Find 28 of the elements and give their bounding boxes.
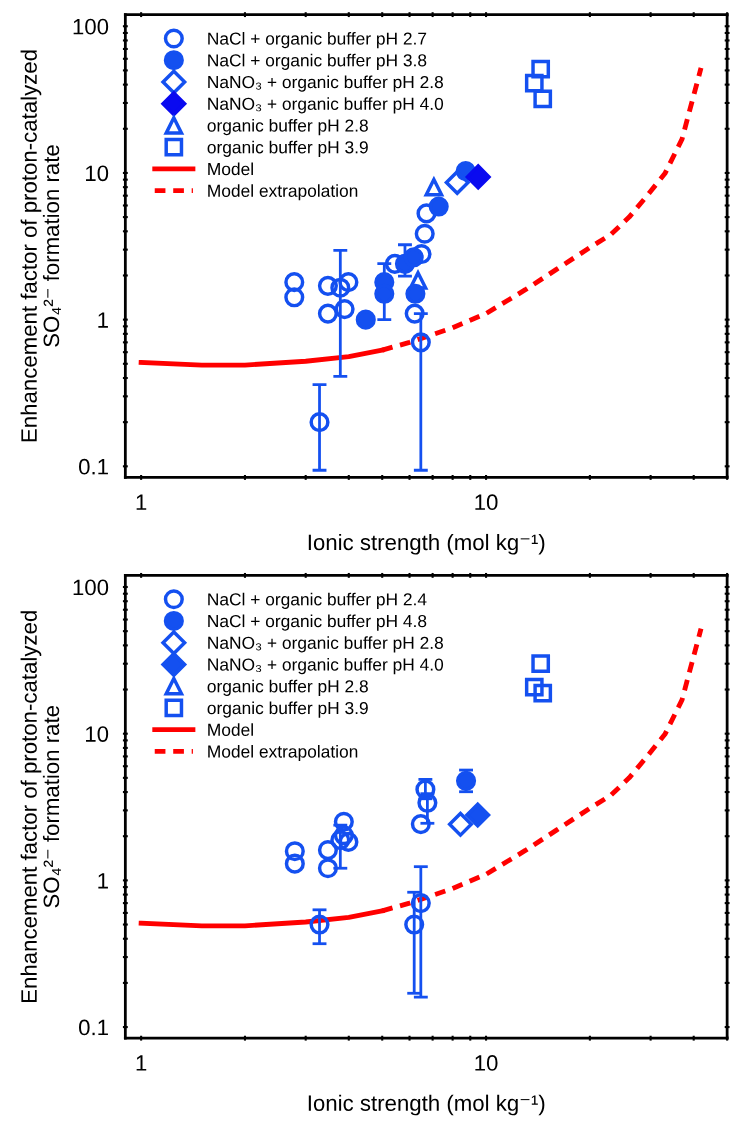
y-tick-label: 1 — [98, 312, 108, 328]
y-tick-label: 100 — [73, 18, 109, 35]
legend-label: Model extrapolation — [208, 184, 358, 201]
legend-label: NaCl + organic buffer pH 2.7 — [208, 32, 427, 49]
legend-label: organic buffer pH 3.9 — [207, 701, 368, 718]
y-axis-title: Enhancement factor of proton-catalyzed SO₄²⁻ formation rate — [20, 50, 61, 442]
legend-label: NaNO₃ + organic buffer pH 4.0 — [208, 657, 444, 675]
legend-label: NaNO₃ + organic buffer pH 2.8 — [208, 75, 443, 92]
y-tick-label: 100 — [73, 579, 109, 596]
legend-label: NaCl + organic buffer pH 2.4 — [208, 592, 427, 609]
legend-label: NaNO₃ + organic buffer pH 4.0 — [208, 97, 444, 114]
legend-label: Model — [208, 723, 253, 736]
y-tick-label: 10 — [86, 165, 109, 182]
y-axis-title: Enhancement factor of proton-catalyzed SO₄²⁻ formation rate — [20, 611, 61, 1002]
legend-label: organic buffer pH 2.8 — [207, 118, 368, 136]
y-tick-label: 0.1 — [79, 1019, 108, 1036]
x-axis-title: Ionic strength (mol kg⁻¹) — [308, 533, 545, 555]
legend-label: NaCl + organic buffer pH 4.8 — [208, 614, 427, 631]
legend-label: Model extrapolation — [208, 744, 358, 762]
legend-label: organic buffer pH 3.9 — [207, 140, 368, 157]
legend-label: NaCl + organic buffer pH 3.8 — [208, 53, 427, 70]
y-tick-label: 1 — [98, 873, 108, 889]
legend-label: NaNO₃ + organic buffer pH 2.8 — [208, 636, 443, 653]
y-tick-label: 10 — [86, 726, 109, 742]
legend-label: organic buffer pH 2.8 — [207, 679, 368, 696]
y-tick-label: 0.1 — [79, 458, 108, 475]
x-axis-title: Ionic strength (mol kg⁻¹) — [308, 1094, 545, 1116]
legend-label: Model — [208, 162, 253, 176]
